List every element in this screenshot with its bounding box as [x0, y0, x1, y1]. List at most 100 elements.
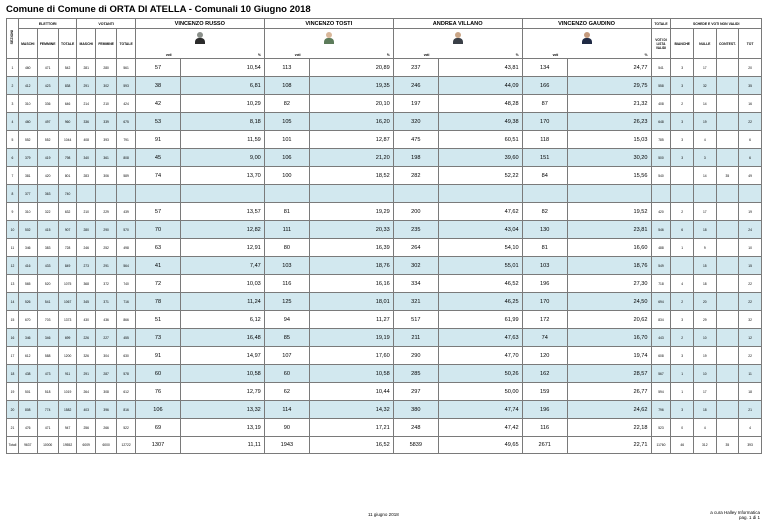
elettori-totale-cell: 1200	[57, 346, 78, 365]
candidate-2-perc-cell: 16,39	[308, 238, 394, 257]
candidate-1-perc-cell: 13,19	[180, 418, 265, 437]
elettori-femmine-cell: 423	[36, 76, 59, 95]
votanti-maschi-cell: 340	[76, 148, 97, 167]
candidate-3-perc-cell: 46,25	[437, 292, 523, 311]
candidate-2-perc-cell: 16,52	[308, 436, 394, 454]
elettori-totale-cell: 1582	[57, 400, 78, 419]
candidate-3-perc-cell: 50,00	[437, 382, 523, 401]
nulle-cell: 17	[693, 382, 717, 401]
tot-non-validi-cell: 6	[738, 148, 762, 167]
candidate-photo-russo-icon	[194, 31, 205, 44]
sezione-cell: 8	[6, 184, 19, 203]
voti-validi-cell: 594	[650, 382, 672, 401]
votanti-maschi-cell: 345	[76, 292, 97, 311]
votanti-maschi-cell: 291	[76, 76, 97, 95]
bianche-cell: 3	[670, 112, 694, 131]
candidate-4-voti-cell: 81	[521, 238, 568, 257]
candidate-1-voti-cell: 72	[134, 274, 182, 293]
elettori-maschi-cell: 476	[17, 418, 38, 437]
sezione-cell: 12	[6, 256, 19, 275]
contest-cell	[715, 58, 740, 77]
perc-label: %	[257, 53, 261, 57]
elettori-femmine-cell: 552	[36, 130, 59, 149]
voti-validi-cell: 718	[650, 274, 672, 293]
candidate-4-perc-cell: 16,70	[566, 328, 652, 347]
candidate-2-voti-cell: 85	[263, 328, 310, 347]
footer-date: 11 giugno 2018	[368, 512, 399, 517]
voti-label: voti	[423, 53, 430, 57]
candidate-photo-villano-icon	[452, 31, 463, 44]
elettori-femmine-cell: 10000	[36, 436, 59, 454]
perc-label: %	[515, 53, 519, 57]
elettori-totale-cell: 1373	[57, 310, 78, 329]
votanti-totale-cell: 630	[116, 346, 136, 365]
candidate-4-perc-cell: 20,62	[566, 310, 652, 329]
candidate-1-voti-cell: 57	[134, 58, 182, 77]
elettori-femmine-cell: 420	[36, 166, 59, 185]
votanti-totale-cell: 816	[116, 400, 136, 419]
elettori-totale-cell: 728	[57, 238, 78, 257]
elettori-femmine-cell: 588	[36, 346, 59, 365]
candidate-3-voti-cell: 297	[392, 382, 439, 401]
candidate-2-voti-cell: 80	[263, 238, 310, 257]
elettori-femmine-cell: 497	[36, 112, 59, 131]
candidate-1-perc-cell: 11,11	[180, 436, 265, 454]
nulle-cell: 17	[693, 58, 717, 77]
votanti-femmine-cell: 252	[95, 238, 118, 257]
candidate-2-voti-cell	[263, 184, 310, 203]
header-votanti-totale: TOTALE	[116, 28, 136, 59]
candidate-2-perc-cell: 18,52	[308, 166, 394, 185]
voti-validi-cell: 608	[650, 346, 672, 365]
candidate-3-voti-cell: 264	[392, 238, 439, 257]
footer-page-number: pag. 1 di 1	[738, 515, 760, 520]
elettori-totale-cell: 947	[57, 418, 78, 437]
candidate-2-perc-cell: 21,20	[308, 148, 394, 167]
candidate-3-perc-cell: 39,60	[437, 148, 523, 167]
candidate-2-perc-cell	[308, 184, 394, 203]
sezione-cell: 1	[6, 58, 19, 77]
elettori-maschi-cell: 460	[17, 58, 38, 77]
candidate-2-perc-cell: 19,29	[308, 202, 394, 221]
bianche-cell: 2	[670, 328, 694, 347]
candidate-1-voti-cell: 91	[134, 130, 182, 149]
candidate-1-voti-cell: 76	[134, 382, 182, 401]
header-candidate-4: VINCENZO GAUDINO	[521, 18, 652, 29]
votanti-totale-cell: 522	[116, 418, 136, 437]
candidate-2-voti-cell: 108	[263, 76, 310, 95]
contest-cell	[715, 130, 740, 149]
candidate-3-voti-cell: 517	[392, 310, 439, 329]
votanti-maschi-cell: 430	[76, 310, 97, 329]
contest-cell	[715, 184, 740, 203]
votanti-totale-cell: 455	[116, 328, 136, 347]
candidate-2-perc-cell: 20,33	[308, 220, 394, 239]
voti-validi-cell: 549	[650, 256, 672, 275]
candidate-2-voti-cell: 82	[263, 94, 310, 113]
sezione-cell: 21	[6, 418, 19, 437]
votanti-totale-cell: 12722	[116, 436, 136, 454]
candidate-4-voti-cell: 170	[521, 292, 568, 311]
voti-validi-cell: 796	[650, 400, 672, 419]
nulle-cell: 10	[693, 364, 717, 383]
votanti-femmine-cell: 290	[95, 220, 118, 239]
candidate-2-voti-cell: 1943	[263, 436, 310, 454]
voti-validi-cell: 523	[650, 418, 672, 437]
votanti-totale-cell: 791	[116, 130, 136, 149]
sezione-cell: 10	[6, 220, 19, 239]
candidate-1-perc-cell: 6,81	[180, 76, 265, 95]
table-row: 6 379 419 798 340 361 808 45 9,00 106 21,20 198 39,6…	[6, 148, 762, 167]
bianche-cell: 3	[670, 58, 694, 77]
candidate-4-perc-cell: 19,52	[566, 202, 652, 221]
candidate-4-voti-cell	[521, 184, 568, 203]
candidate-1-perc-cell: 10,54	[180, 58, 265, 77]
voti-validi-cell: 648	[650, 112, 672, 131]
elettori-totale-cell: 740	[57, 184, 78, 203]
candidate-1-voti-cell: 69	[134, 418, 182, 437]
bianche-cell: 1	[670, 364, 694, 383]
votanti-femmine-cell: 210	[95, 94, 118, 113]
candidate-4-perc-cell: 24,77	[566, 58, 652, 77]
contest-cell	[715, 400, 740, 419]
candidate-4-voti-cell: 74	[521, 328, 568, 347]
contest-cell	[715, 256, 740, 275]
sezione-cell: 3	[6, 94, 19, 113]
votanti-maschi-cell: 281	[76, 58, 97, 77]
